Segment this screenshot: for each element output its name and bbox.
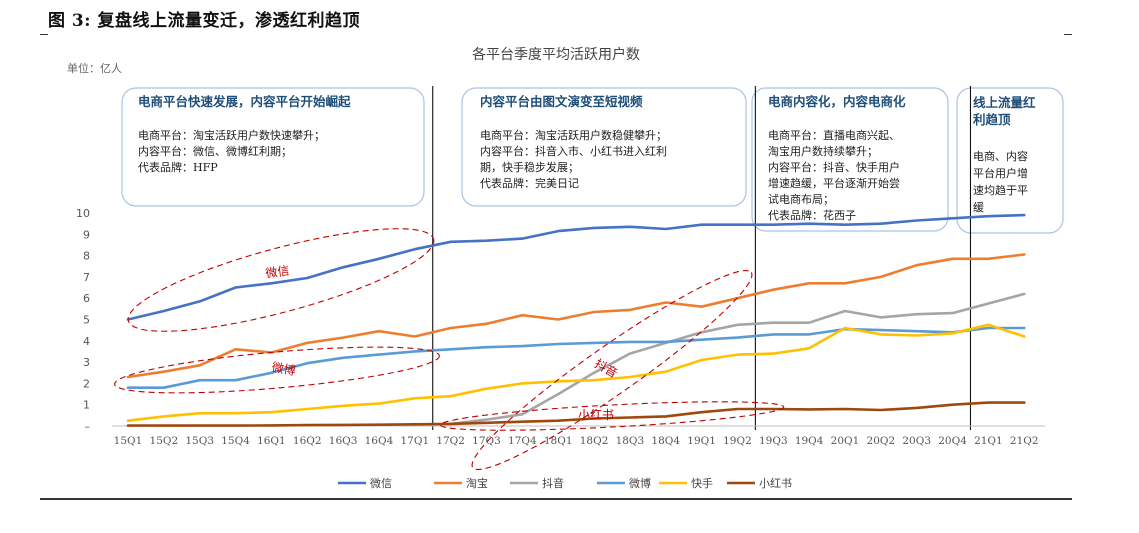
y-tick-label: 10	[76, 207, 90, 220]
figure-rule-bottom	[40, 498, 1072, 500]
x-tick-label: 18Q2	[580, 435, 609, 447]
annotation-label-1: 微信	[265, 263, 291, 280]
legend-label-5: 快手	[691, 476, 713, 490]
phase-2-text-line: 代表品牌：完美日记	[480, 176, 579, 190]
unit-label: 单位：亿人	[67, 61, 122, 75]
series-line-3	[449, 292, 1026, 426]
phase-3-text-line: 增速趋缓，平台逐渐开始尝	[768, 176, 900, 190]
legend-label-4: 微博	[629, 476, 651, 490]
x-tick-label: 17Q3	[472, 435, 501, 447]
x-tick-label: 16Q1	[257, 435, 286, 447]
annotation-ellipse-1	[127, 228, 435, 332]
phase-2-text-line: 电商平台：淘宝活跃用户数稳健攀升；	[480, 128, 667, 142]
x-tick-label: 15Q1	[114, 435, 143, 447]
y-tick-label: 1	[83, 399, 90, 412]
annotation-ellipse-4	[439, 401, 785, 431]
x-tick-label: 18Q4	[651, 435, 680, 447]
series-line-6	[126, 401, 1026, 427]
x-tick-label: 19Q2	[723, 435, 752, 447]
x-tick-label: 16Q2	[293, 435, 322, 447]
x-tick-label: 21Q2	[1010, 435, 1039, 447]
x-tick-label: 17Q2	[436, 435, 465, 447]
phase-4-text-line: 缓	[973, 201, 984, 214]
x-tick-label: 16Q4	[365, 435, 394, 447]
phase-2-heading: 内容平台由图文演变至短视频	[480, 94, 643, 109]
x-tick-label: 17Q1	[400, 435, 429, 447]
phase-3-text-line: 试电商布局；	[768, 192, 834, 206]
phase-box-1	[121, 87, 425, 207]
series-line-5	[126, 323, 1026, 422]
y-tick-label: 7	[83, 271, 90, 284]
legend-label-3: 抖音	[542, 476, 564, 490]
phase-1-text-line: 代表品牌：HFP	[138, 160, 218, 174]
phase-4-heading: 利趋顶	[973, 112, 1011, 127]
phase-4-heading: 线上流量红	[973, 95, 1036, 110]
x-tick-label: 21Q1	[974, 435, 1003, 447]
annotation-ellipse-2	[114, 346, 440, 394]
phase-1-heading: 电商平台快速发展，内容平台开始崛起	[138, 94, 351, 109]
y-tick-label: 8	[83, 250, 90, 263]
annotation-label-4: 小红书	[578, 407, 614, 422]
phase-4-text-line: 速均趋于平	[973, 184, 1028, 197]
x-tick-label: 18Q1	[544, 435, 573, 447]
phase-box-4	[956, 87, 1064, 234]
legend-label-2: 淘宝	[466, 476, 488, 490]
phase-4-text-line: 平台用户增	[973, 166, 1028, 180]
phase-3-heading: 电商内容化，内容电商化	[768, 94, 906, 109]
x-tick-label: 18Q3	[616, 435, 645, 447]
y-tick-label: –	[85, 420, 91, 433]
figure-rule-top-right	[1064, 34, 1072, 35]
annotation-label-2: 微博	[271, 359, 297, 378]
legend-label-6: 小红书	[759, 477, 792, 490]
phase-1-text-line: 电商平台：淘宝活跃用户数快速攀升；	[138, 128, 325, 142]
annotation-label-3: 抖音	[592, 356, 620, 381]
phase-box-3	[751, 87, 949, 232]
phase-3-text-line: 代表品牌：花西子	[768, 208, 856, 222]
figure-rule-top-left	[40, 34, 48, 35]
y-tick-label: 2	[83, 377, 90, 390]
y-tick-label: 5	[83, 314, 90, 327]
phase-box-2	[461, 87, 747, 207]
phase-3-text-line: 淘宝用户数持续攀升；	[768, 144, 878, 158]
x-tick-label: 20Q2	[867, 435, 896, 447]
phase-2-text-line: 内容平台：抖音入市、小红书进入红利	[480, 144, 667, 158]
series-line-2	[126, 253, 1026, 379]
phase-1-text-line: 内容平台：微信、微博红利期；	[138, 144, 292, 158]
figure-title: 图 3: 复盘线上流量变迁，渗透红利趋顶	[48, 11, 360, 31]
x-tick-label: 15Q4	[221, 435, 250, 447]
x-tick-label: 15Q2	[150, 435, 179, 447]
chart-title: 各平台季度平均活跃用户数	[472, 46, 640, 63]
x-tick-label: 19Q3	[759, 435, 788, 447]
phase-2-text-line: 期，快手稳步发展；	[480, 160, 579, 174]
legend-label-1: 微信	[370, 476, 392, 490]
phase-3-text-line: 内容平台：抖音、快手用户	[768, 160, 900, 174]
x-tick-label: 16Q3	[329, 435, 358, 447]
x-tick-label: 19Q1	[687, 435, 716, 447]
x-tick-label: 20Q1	[831, 435, 860, 447]
phase-4-text-line: 电商、内容	[973, 149, 1028, 163]
series-line-4	[126, 326, 1026, 389]
phase-3-text-line: 电商平台：直播电商兴起、	[768, 128, 900, 142]
x-tick-label: 19Q4	[795, 435, 824, 447]
y-tick-label: 3	[83, 356, 90, 369]
x-tick-label: 17Q4	[508, 435, 537, 447]
y-tick-label: 4	[83, 335, 90, 348]
y-tick-label: 9	[83, 228, 90, 241]
series-line-1	[126, 213, 1026, 321]
annotation-ellipse-3	[471, 269, 753, 471]
x-tick-label: 20Q4	[938, 435, 967, 447]
x-tick-label: 15Q3	[185, 435, 214, 447]
y-tick-label: 6	[83, 292, 90, 305]
x-tick-label: 20Q3	[902, 435, 931, 447]
